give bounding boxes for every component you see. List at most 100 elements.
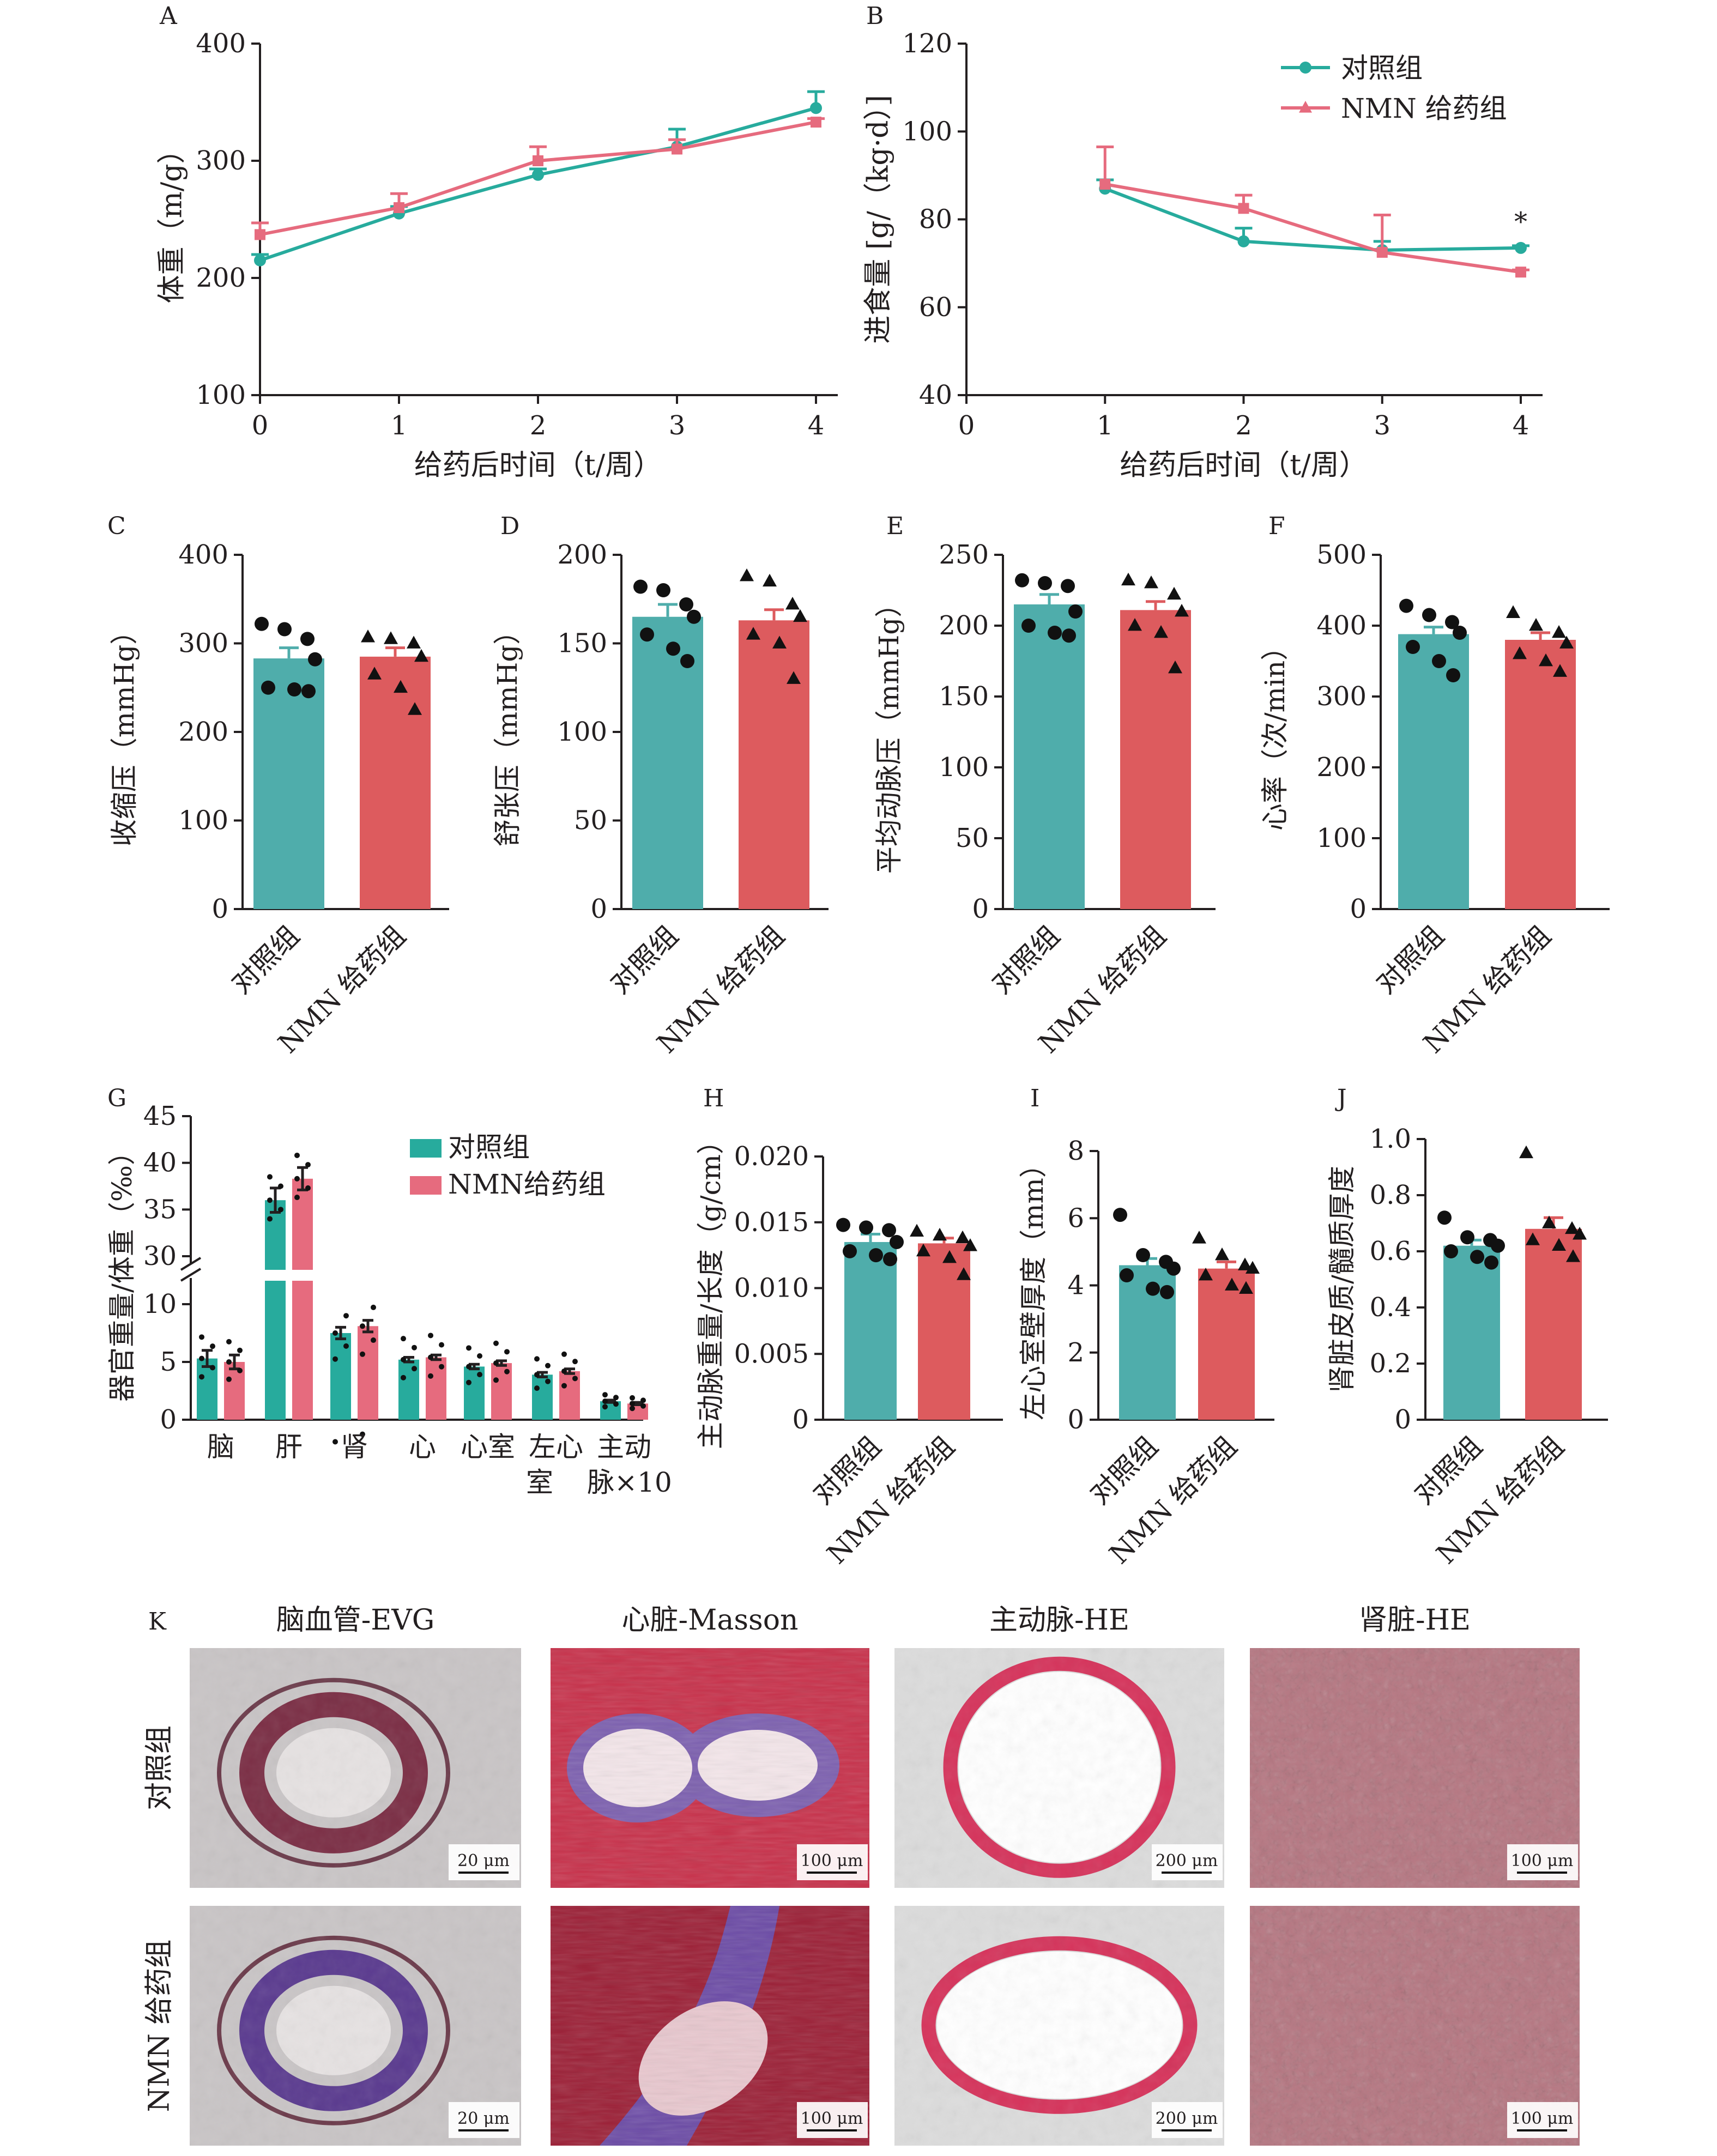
x-category-label: 对照组 [1408, 1430, 1488, 1510]
series-control [251, 90, 825, 267]
y-tick-label: 30 [143, 1241, 177, 1271]
data-point [1238, 1257, 1252, 1270]
y-tick-label: 200 [1316, 752, 1367, 783]
bar [739, 620, 809, 909]
data-point [412, 1345, 417, 1350]
series-line [1104, 187, 1521, 252]
y-tick-label: 400 [178, 540, 228, 570]
y-tick-label: 50 [574, 806, 607, 836]
data-point [1167, 586, 1181, 600]
data-point [602, 1392, 608, 1398]
x-category-label: 对照组 [986, 919, 1066, 1000]
panel-label: G [107, 1085, 126, 1112]
y-axis-label: 舒张压（mmHg） [492, 617, 523, 846]
micrograph-2-2: 100 μm [551, 1906, 869, 2146]
data-point [332, 1439, 338, 1445]
series-nmn [251, 117, 825, 240]
data-point [1559, 635, 1574, 649]
data-point [1120, 1268, 1134, 1283]
data-point [305, 1185, 311, 1191]
x-tick-label: 1 [391, 410, 408, 441]
data-point [1136, 1248, 1150, 1263]
legend-label-control: 对照组 [1341, 52, 1423, 84]
panel-label: E [886, 512, 904, 540]
y-axis-label: 进食量 [g/（kg·d）] [862, 95, 895, 344]
data-point [666, 641, 680, 656]
data-point [613, 1395, 619, 1401]
y-tick-label: 200 [557, 540, 607, 570]
y-axis-label: 主动脉重量/长度（g/cm） [695, 1127, 727, 1449]
series-nmn [1096, 145, 1529, 278]
bar-group-nmn [1192, 1231, 1260, 1420]
data-point [746, 627, 760, 640]
x-category-label: 对照组 [604, 919, 684, 1000]
data-point [933, 1227, 947, 1241]
series-line [259, 106, 817, 262]
data-point [963, 1238, 977, 1251]
data-point [1406, 640, 1420, 654]
data-point [843, 1244, 857, 1258]
x-category-label: 对照组 [225, 919, 305, 1000]
bar-group-nmn [1505, 605, 1576, 909]
column-title: 脑血管-EVG [276, 1604, 435, 1637]
row-label: 对照组 [143, 1725, 176, 1810]
data-point [361, 629, 375, 643]
panel-label: K [148, 1608, 167, 1636]
y-tick-label: 0 [590, 894, 607, 924]
data-point [1144, 575, 1158, 589]
data-point [277, 622, 292, 637]
data-point [1175, 603, 1189, 617]
bar [265, 1200, 286, 1420]
data-point [602, 1404, 608, 1410]
series-control [1096, 178, 1529, 256]
data-point [1038, 576, 1052, 590]
data-point [408, 702, 422, 715]
data-point [1432, 654, 1446, 668]
y-tick-label: 0.020 [734, 1141, 809, 1172]
y-tick-label: 120 [902, 28, 952, 59]
scale-bar-background [797, 2102, 868, 2138]
y-axis-label: 收缩压（mmHg） [108, 617, 140, 846]
data-point [493, 1377, 499, 1383]
data-point [532, 168, 544, 181]
data-point [371, 1304, 376, 1310]
data-point [1422, 608, 1436, 622]
data-point [810, 102, 822, 114]
data-point [640, 1403, 646, 1409]
y-tick-label: 250 [939, 540, 989, 570]
panel-label: C [107, 512, 126, 540]
data-point [602, 1398, 608, 1404]
error-bar [1039, 593, 1059, 604]
error-bar [658, 603, 678, 617]
scale-bar-background [797, 1844, 868, 1880]
y-tick-label: 4 [1067, 1270, 1084, 1301]
data-point [199, 1334, 204, 1340]
legend-swatch-nmn [410, 1176, 442, 1195]
legend-marker-nmn [1299, 101, 1312, 113]
data-point [883, 1252, 897, 1267]
error-bar [431, 1353, 442, 1361]
y-tick-label: 0.2 [1370, 1348, 1411, 1379]
data-point [305, 1162, 311, 1168]
bar-group-control [836, 1218, 904, 1420]
data-point [613, 1401, 619, 1407]
data-point [630, 1395, 635, 1401]
data-point [278, 1183, 283, 1189]
y-tick-label: 6 [1067, 1203, 1084, 1233]
data-point [367, 667, 382, 680]
data-point [534, 1385, 540, 1391]
data-point [401, 1356, 406, 1362]
data-point [360, 1431, 365, 1437]
data-point [477, 1353, 482, 1359]
data-point [1539, 653, 1553, 667]
x-tick-label: 4 [808, 410, 825, 441]
x-category-label: 脑 [207, 1431, 234, 1463]
data-point [1529, 617, 1543, 631]
x-tick-label: 0 [252, 410, 269, 441]
micrograph-2-1: 100 μm [551, 1648, 869, 1888]
data-point [287, 682, 301, 697]
axis-break-mark [180, 1257, 202, 1271]
x-category-label: 对照组 [1370, 919, 1450, 1000]
